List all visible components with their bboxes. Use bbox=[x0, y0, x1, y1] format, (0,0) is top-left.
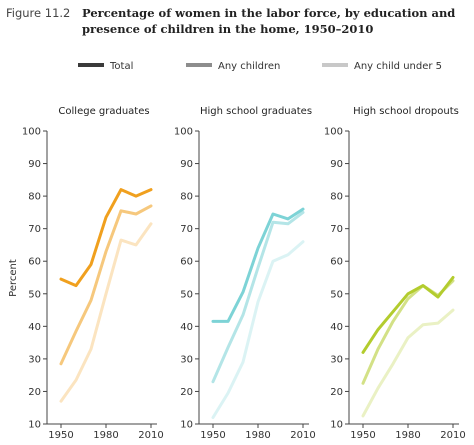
legend-label-any-child-under-5: Any child under 5 bbox=[354, 61, 442, 72]
y-tick-label: 80 bbox=[28, 192, 41, 203]
figure-label: Figure 11.2 bbox=[6, 6, 70, 20]
legend-item-any-children: Any children bbox=[186, 61, 280, 72]
y-tick-label: 100 bbox=[22, 127, 41, 138]
panel-title: High school dropouts bbox=[353, 106, 459, 117]
y-tick-label: 50 bbox=[180, 289, 193, 300]
panel-title: College graduates bbox=[58, 106, 149, 117]
x-tick-label: 1950 bbox=[350, 430, 375, 441]
figure-header: Figure 11.2 Percentage of women in the l… bbox=[6, 6, 455, 36]
x-tick-label: 1980 bbox=[245, 430, 270, 441]
y-tick-label: 50 bbox=[330, 289, 343, 300]
panel-high-school-dropouts: High school dropouts 10 20 30 40 50 60 70 80 90 10… bbox=[324, 106, 466, 441]
legend-label-any-children: Any children bbox=[218, 61, 280, 72]
legend-label-total: Total bbox=[109, 61, 133, 72]
panel-title: High school graduates bbox=[200, 106, 312, 117]
x-tick-label: 1950 bbox=[200, 430, 225, 441]
y-tick-label: 40 bbox=[180, 322, 193, 333]
y-tick-label: 100 bbox=[324, 127, 343, 138]
chart-panels: College graduates 10 20 30 40 50 60 70 80 90 100 19… bbox=[22, 106, 466, 441]
y-tick-label: 50 bbox=[28, 289, 41, 300]
series-line-any-children bbox=[211, 210, 305, 384]
y-tick-label: 20 bbox=[180, 387, 193, 398]
y-tick-label: 70 bbox=[330, 224, 343, 235]
y-tick-label: 30 bbox=[180, 354, 193, 365]
series-line-total bbox=[59, 188, 153, 288]
y-tick-label: 100 bbox=[174, 127, 193, 138]
panel-high-school-graduates: High school graduates 10 20 30 40 50 60 70 80 90 1… bbox=[174, 106, 316, 441]
y-tick-label: 20 bbox=[28, 387, 41, 398]
figure-title-line-2: presence of children in the home, 1950–2… bbox=[82, 22, 373, 36]
y-tick-label: 70 bbox=[180, 224, 193, 235]
y-tick-label: 30 bbox=[28, 354, 41, 365]
y-tick-label: 80 bbox=[180, 192, 193, 203]
y-tick-label: 40 bbox=[330, 322, 343, 333]
y-tick-label: 10 bbox=[28, 420, 41, 431]
series-line-any-child-under-5 bbox=[211, 240, 305, 419]
y-tick-label: 60 bbox=[330, 257, 343, 268]
legend: Total Any children Any child under 5 bbox=[78, 61, 442, 72]
y-tick-label: 70 bbox=[28, 224, 41, 235]
y-axis-label: Percent bbox=[8, 259, 19, 297]
series-line-any-children bbox=[59, 204, 153, 366]
y-tick-label: 90 bbox=[330, 159, 343, 170]
series-line-total bbox=[211, 207, 305, 323]
y-tick-label: 90 bbox=[28, 159, 41, 170]
legend-item-total: Total bbox=[78, 61, 133, 72]
y-tick-label: 90 bbox=[180, 159, 193, 170]
series-line-total bbox=[361, 276, 455, 354]
x-tick-label: 1950 bbox=[48, 430, 73, 441]
figure-title-line-1: Percentage of women in the labor force, … bbox=[82, 6, 455, 20]
y-tick-label: 10 bbox=[180, 420, 193, 431]
x-tick-label: 2010 bbox=[138, 430, 163, 441]
x-tick-label: 1980 bbox=[93, 430, 118, 441]
y-tick-label: 40 bbox=[28, 322, 41, 333]
x-tick-label: 2010 bbox=[290, 430, 315, 441]
legend-item-any-child-under-5: Any child under 5 bbox=[322, 61, 442, 72]
series-line-any-child-under-5 bbox=[59, 222, 153, 403]
x-tick-label: 1980 bbox=[395, 430, 420, 441]
y-tick-label: 80 bbox=[330, 192, 343, 203]
y-tick-label: 60 bbox=[180, 257, 193, 268]
y-tick-label: 20 bbox=[330, 387, 343, 398]
x-tick-label: 2010 bbox=[440, 430, 465, 441]
y-tick-label: 10 bbox=[330, 420, 343, 431]
panel-college-graduates: College graduates 10 20 30 40 50 60 70 80 90 100 19… bbox=[22, 106, 164, 441]
series-line-any-child-under-5 bbox=[361, 308, 455, 418]
y-tick-label: 30 bbox=[330, 354, 343, 365]
y-tick-label: 60 bbox=[28, 257, 41, 268]
